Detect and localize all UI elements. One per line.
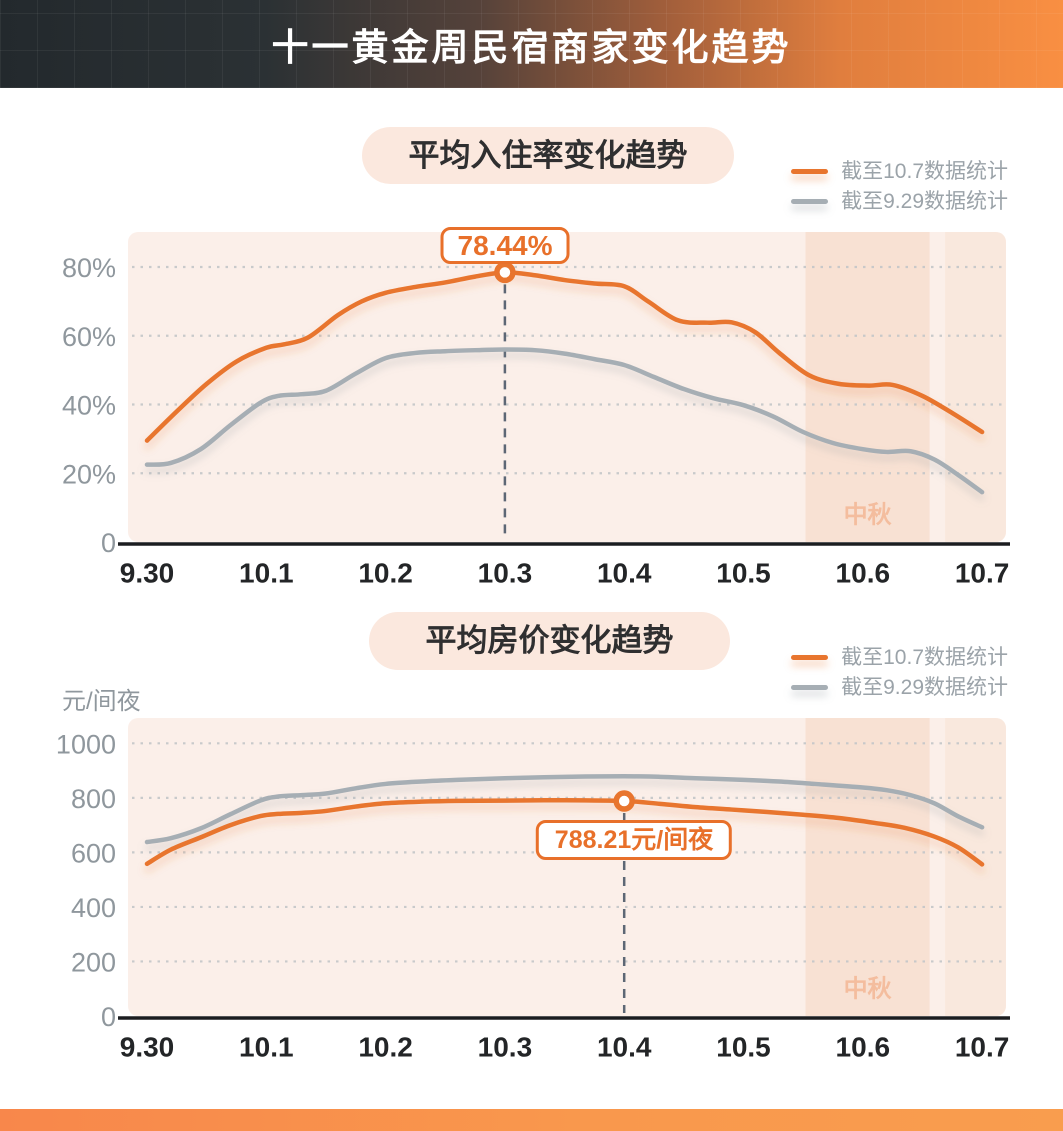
- legend-label-previous: 截至9.29数据统计: [841, 190, 1008, 213]
- festival-band: [805, 718, 930, 1016]
- occupancy-chart-legend: 截至10.7数据统计 截至9.29数据统计: [791, 158, 1008, 215]
- price-peak-value: 788.21元/间夜: [554, 826, 714, 854]
- x-axis-tick-label: 10.3: [478, 558, 533, 589]
- price-chart-legend: 截至10.7数据统计 截至9.29数据统计: [791, 644, 1008, 701]
- y-axis-tick-label: 0: [101, 528, 116, 558]
- occupancy-series-gray-line: [144, 347, 985, 495]
- y-axis-tick-label: 60%: [62, 322, 116, 352]
- price-series-gray-line: [144, 774, 985, 845]
- x-axis-tick-label: 10.1: [239, 558, 294, 589]
- x-axis-tick-label: 10.4: [597, 1032, 652, 1063]
- y-axis-tick-label: 40%: [62, 391, 116, 421]
- y-axis-tick-label: 1000: [56, 729, 116, 759]
- page-title: 十一黄金周民宿商家变化趋势: [271, 27, 792, 68]
- plot-background: [128, 718, 1006, 1016]
- festival-band-label: 中秋: [844, 976, 893, 1003]
- x-axis-tick-label: 10.5: [716, 558, 771, 589]
- legend-label-previous: 截至9.29数据统计: [841, 676, 1008, 699]
- price-peak-callout: 788.21元/间夜: [535, 820, 733, 860]
- x-axis-tick-label: 10.3: [478, 1032, 533, 1063]
- x-axis-tick-label: 10.2: [358, 558, 413, 589]
- legend-item-current: 截至10.7数据统计: [791, 158, 1008, 185]
- x-axis-tick-label: 10.7: [955, 1032, 1010, 1063]
- price-chart-title-text: 平均房价变化趋势: [425, 623, 674, 658]
- legend-label-current: 截至10.7数据统计: [841, 160, 1008, 183]
- x-axis-tick-label: 10.5: [716, 1032, 771, 1063]
- legend-item-previous: 截至9.29数据统计: [791, 188, 1008, 215]
- occupancy-chart: 中秋 0 20% 40% 60% 80% 9.30 10.1 10.2 10.3 10.4 10.5 1…: [62, 232, 1010, 589]
- festival-band: [945, 232, 1006, 542]
- bottom-bar: [0, 1109, 1063, 1131]
- header-banner: 十一黄金周民宿商家变化趋势: [0, 0, 1063, 88]
- y-axis-tick-label: 400: [71, 893, 116, 923]
- x-axis-tick-label: 10.7: [955, 558, 1010, 589]
- price-series-orange-line: [144, 798, 985, 867]
- y-axis-tick-label: 200: [71, 947, 116, 977]
- occupancy-chart-title: 平均入住率变化趋势: [362, 127, 734, 184]
- x-axis-tick-label: 10.6: [836, 558, 891, 589]
- peak-marker: [613, 790, 635, 812]
- occupancy-peak-callout: 78.44%: [440, 227, 570, 264]
- festival-band: [945, 718, 1006, 1016]
- y-axis-tick-label: 600: [71, 838, 116, 868]
- x-axis-tick-label: 10.6: [836, 1032, 891, 1063]
- peak-marker: [494, 261, 516, 284]
- price-y-axis-unit: 元/间夜: [62, 688, 141, 715]
- x-axis-tick-label: 10.4: [597, 558, 652, 589]
- price-chart: 中秋 0 200 400 600 800 1000 9.30 10.1 10.2 10.3 10.4 1…: [56, 718, 1010, 1063]
- legend-item-previous: 截至9.29数据统计: [791, 674, 1008, 701]
- x-axis-tick-label: 10.2: [358, 1032, 413, 1063]
- orange-line-swatch-icon: [791, 169, 829, 174]
- occupancy-chart-title-text: 平均入住率变化趋势: [408, 138, 688, 173]
- occupancy-series-orange-line: [144, 270, 985, 443]
- orange-line-swatch-icon: [791, 655, 829, 660]
- legend-label-current: 截至10.7数据统计: [841, 646, 1008, 669]
- gray-line-swatch-icon: [791, 685, 829, 690]
- y-axis-tick-label: 80%: [62, 253, 116, 283]
- gray-line-swatch-icon: [791, 199, 829, 204]
- legend-item-current: 截至10.7数据统计: [791, 644, 1008, 671]
- occupancy-peak-value: 78.44%: [457, 230, 553, 261]
- y-axis-tick-label: 20%: [62, 459, 116, 489]
- festival-band-label: 中秋: [844, 502, 893, 529]
- x-axis-tick-label: 10.1: [239, 1032, 294, 1063]
- x-axis-tick-label: 9.30: [120, 1032, 175, 1063]
- x-axis-tick-label: 9.30: [120, 558, 175, 589]
- y-axis-tick-label: 800: [71, 784, 116, 814]
- price-chart-title: 平均房价变化趋势: [369, 612, 730, 670]
- y-axis-tick-label: 0: [101, 1002, 116, 1032]
